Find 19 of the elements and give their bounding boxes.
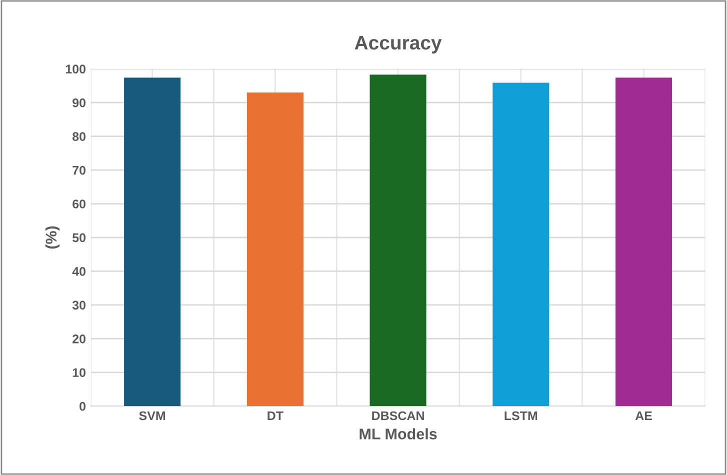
y-tick-label: 30 bbox=[72, 300, 86, 310]
x-tick-label: DT bbox=[268, 411, 284, 420]
y-tick-label: 70 bbox=[72, 166, 86, 175]
x-tick-label: AE bbox=[635, 411, 652, 420]
chart-title: Accuracy bbox=[354, 36, 442, 54]
y-tick-label: 100 bbox=[66, 64, 86, 74]
x-tick-label: LSTM bbox=[504, 411, 538, 420]
y-tick-label: 40 bbox=[72, 267, 86, 276]
y-tick-label: 80 bbox=[72, 132, 86, 141]
x-tick-label: DBSCAN bbox=[372, 411, 424, 420]
x-tick-label: SVM bbox=[139, 411, 166, 420]
y-tick-label: 0 bbox=[80, 402, 86, 411]
y-tick-label: 20 bbox=[72, 334, 86, 344]
y-tick-label: 60 bbox=[72, 200, 86, 208]
y-tick-label: 10 bbox=[72, 368, 86, 378]
y-tick-label: 90 bbox=[72, 98, 86, 108]
y-tick-label: 50 bbox=[72, 233, 86, 242]
y-axis-title: (%) bbox=[45, 226, 60, 249]
x-axis-title: ML Models bbox=[360, 428, 437, 440]
